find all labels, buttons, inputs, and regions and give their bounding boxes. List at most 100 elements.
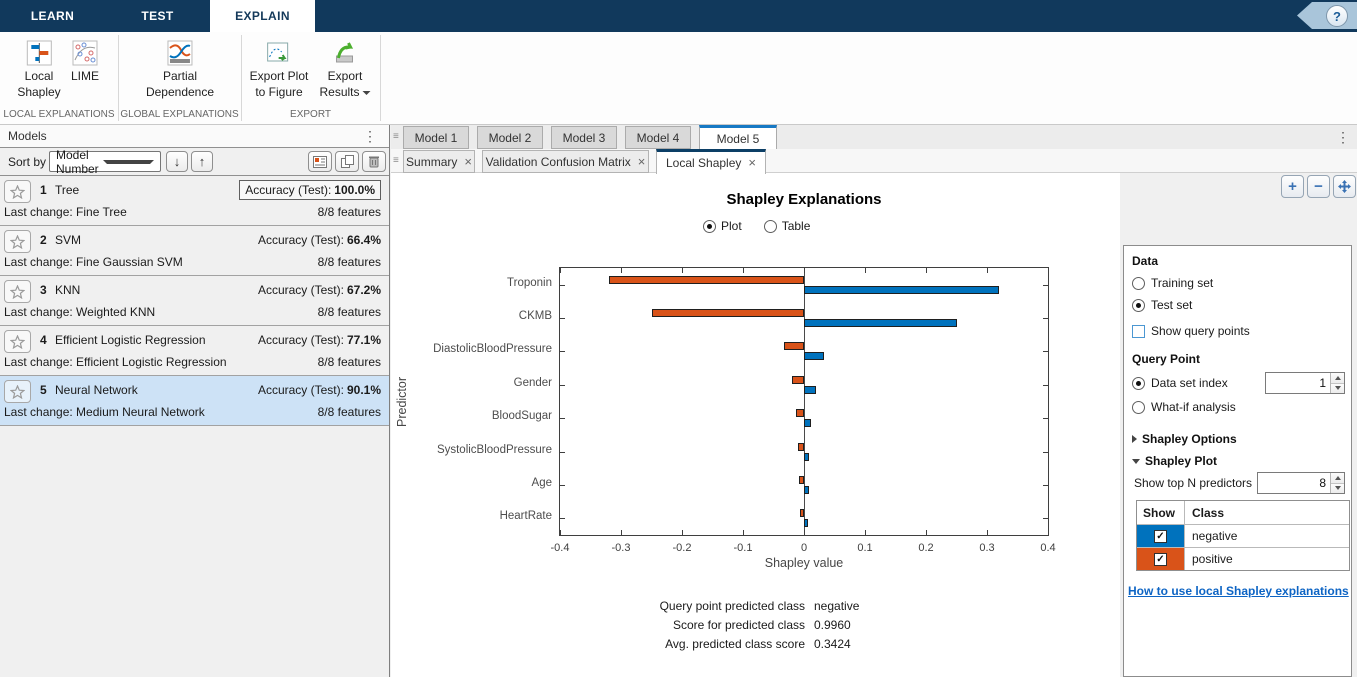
model-tab-3[interactable]: Model 3 — [551, 126, 617, 149]
y-tick-label: DiastolicBloodPressure — [433, 343, 552, 356]
accuracy-label: Accuracy (Test): — [257, 233, 344, 247]
plot-radio[interactable]: Plot — [703, 219, 742, 233]
y-tick-label: Troponin — [507, 276, 552, 289]
model-tab-4[interactable]: Model 4 — [625, 126, 691, 149]
accuracy-value: 67.2% — [346, 283, 381, 297]
show-query-points-checkbox[interactable]: Show query points — [1132, 324, 1250, 338]
checkbox-checked-icon[interactable]: ✓ — [1154, 552, 1167, 566]
models-menu-icon[interactable]: ⋮ — [363, 128, 377, 144]
model-row-2[interactable]: 2 SVM Accuracy (Test): 66.4% Last change: Fi… — [0, 226, 389, 276]
model-tab-2[interactable]: Model 2 — [477, 126, 543, 149]
drag-grip-icon[interactable]: ≡ — [393, 131, 399, 142]
ribbon-tab-learn[interactable]: LEARN — [30, 9, 75, 23]
models-sort-bar: Sort by Model Number ↓ ↑ — [0, 148, 389, 176]
model-tab-5[interactable]: Model 5 — [699, 125, 777, 149]
shapley-bar-chart: Troponin CKMB DiastolicBloodPressure Gender… — [433, 267, 1056, 554]
x-tick — [621, 530, 622, 535]
document-area: ≡ ⋮ Model 1 Model 2 Model 3 Model 4 Model 5 … — [391, 125, 1357, 677]
table-radio[interactable]: Table — [763, 219, 810, 233]
export-plot-icon — [265, 39, 293, 67]
test-set-radio[interactable]: Test set — [1132, 298, 1192, 312]
favorite-star-button[interactable] — [4, 330, 31, 353]
x-tick-label: -0.4 — [550, 542, 570, 554]
favorite-star-button[interactable] — [4, 380, 31, 403]
x-tick-label: 0.3 — [979, 542, 995, 554]
favorite-star-button[interactable] — [4, 280, 31, 303]
lime-icon — [71, 39, 99, 67]
group-separator — [380, 35, 381, 121]
model-row-3[interactable]: 3 KNN Accuracy (Test): 67.2% Last change: We… — [0, 276, 389, 326]
view-tab-local-shapley[interactable]: Local Shapley × — [656, 149, 766, 174]
pan-button[interactable] — [1333, 175, 1356, 198]
view-tab-summary[interactable]: Summary × — [403, 150, 475, 173]
document-menu-icon[interactable]: ⋮ — [1336, 129, 1350, 145]
training-set-radio[interactable]: Training set — [1132, 276, 1213, 290]
partial-dependence-button[interactable]: Partial Dependence — [141, 37, 219, 101]
what-if-radio[interactable]: What-if analysis — [1132, 400, 1236, 414]
top-n-input[interactable] — [1258, 473, 1330, 493]
class-show-cell[interactable]: ✓ — [1137, 525, 1185, 547]
radio-icon — [1132, 400, 1145, 414]
local-shapley-button[interactable]: Local Shapley — [12, 37, 65, 101]
lime-button[interactable]: LIME — [66, 37, 104, 85]
zoom-in-button[interactable]: + — [1281, 175, 1304, 198]
x-tick — [1048, 268, 1049, 273]
ribbon-tab-explain[interactable]: EXPLAIN — [210, 0, 315, 32]
ribbon-tab-test[interactable]: TEST — [141, 9, 174, 23]
model-accuracy: Accuracy (Test): 77.1% — [258, 333, 381, 347]
spinner-up-button[interactable] — [1331, 473, 1344, 483]
shapley-help-link[interactable]: How to use local Shapley explanations — [1128, 584, 1349, 598]
view-tab-validation-confusion-matrix[interactable]: Validation Confusion Matrix × — [482, 150, 649, 173]
model-accuracy: Accuracy (Test): 67.2% — [258, 283, 381, 297]
class-name-cell: positive — [1192, 552, 1233, 566]
class-show-cell[interactable]: ✓ — [1137, 548, 1185, 570]
x-tick — [743, 268, 744, 273]
close-icon[interactable]: × — [464, 153, 472, 169]
export-plot-button[interactable]: Export Plot to Figure — [245, 37, 314, 101]
sort-descending-button[interactable]: ↓ — [166, 151, 188, 172]
data-set-index-radio[interactable]: Data set index — [1132, 376, 1228, 390]
checkbox-checked-icon[interactable]: ✓ — [1154, 529, 1167, 543]
close-icon[interactable]: × — [637, 153, 646, 169]
query-index-spinner — [1265, 372, 1345, 394]
query-index-input[interactable] — [1266, 373, 1330, 393]
layout-options-button[interactable] — [308, 151, 332, 172]
model-row-5[interactable]: 5 Neural Network Accuracy (Test): 90.1% Last… — [0, 376, 389, 426]
shapley-plot-header[interactable]: Shapley Plot — [1132, 454, 1217, 468]
show-query-points-label: Show query points — [1151, 324, 1250, 338]
favorite-star-button[interactable] — [4, 230, 31, 253]
model-row-1[interactable]: 1 Tree Accuracy (Test): 100.0% Last change: … — [0, 176, 389, 226]
triangle-down-icon — [1334, 386, 1341, 391]
export-plot-label-2: to Figure — [255, 85, 303, 99]
model-name: SVM — [55, 233, 82, 247]
radio-selected-icon — [1132, 376, 1145, 390]
sort-by-dropdown[interactable]: Model Number — [49, 148, 161, 176]
spinner-down-button[interactable] — [1331, 382, 1344, 393]
sort-ascending-button[interactable]: ↑ — [191, 151, 213, 172]
x-axis-label: Shapley value — [764, 556, 844, 570]
y-tick — [1043, 351, 1048, 353]
model-tab-1[interactable]: Model 1 — [403, 126, 469, 149]
data-set-index-label: Data set index — [1151, 376, 1228, 390]
drag-grip-icon[interactable]: ≡ — [393, 155, 399, 166]
model-row-4[interactable]: 4 Efficient Logistic Regression Accuracy (… — [0, 326, 389, 376]
star-icon — [10, 234, 25, 249]
close-icon[interactable]: × — [748, 155, 756, 170]
model-last-change: Last change: Fine Tree — [4, 205, 127, 219]
x-tick — [682, 530, 683, 535]
model-number: 5 — [40, 383, 47, 397]
duplicate-model-button[interactable] — [335, 151, 359, 172]
spinner-down-button[interactable] — [1331, 482, 1344, 493]
favorite-star-button[interactable] — [4, 180, 31, 203]
trash-icon — [369, 156, 379, 168]
y-axis-label: Predictor — [395, 376, 409, 427]
export-results-button[interactable]: Export Results — [314, 37, 375, 101]
class-row-negative: ✓ negative — [1137, 524, 1349, 547]
delete-model-button[interactable] — [362, 151, 386, 172]
spinner-up-button[interactable] — [1331, 373, 1344, 383]
zoom-out-button[interactable]: − — [1307, 175, 1330, 198]
help-button[interactable]: ? — [1326, 5, 1348, 27]
minus-icon: − — [1314, 178, 1323, 195]
y-tick — [560, 418, 565, 420]
shapley-options-header[interactable]: Shapley Options — [1132, 432, 1237, 446]
